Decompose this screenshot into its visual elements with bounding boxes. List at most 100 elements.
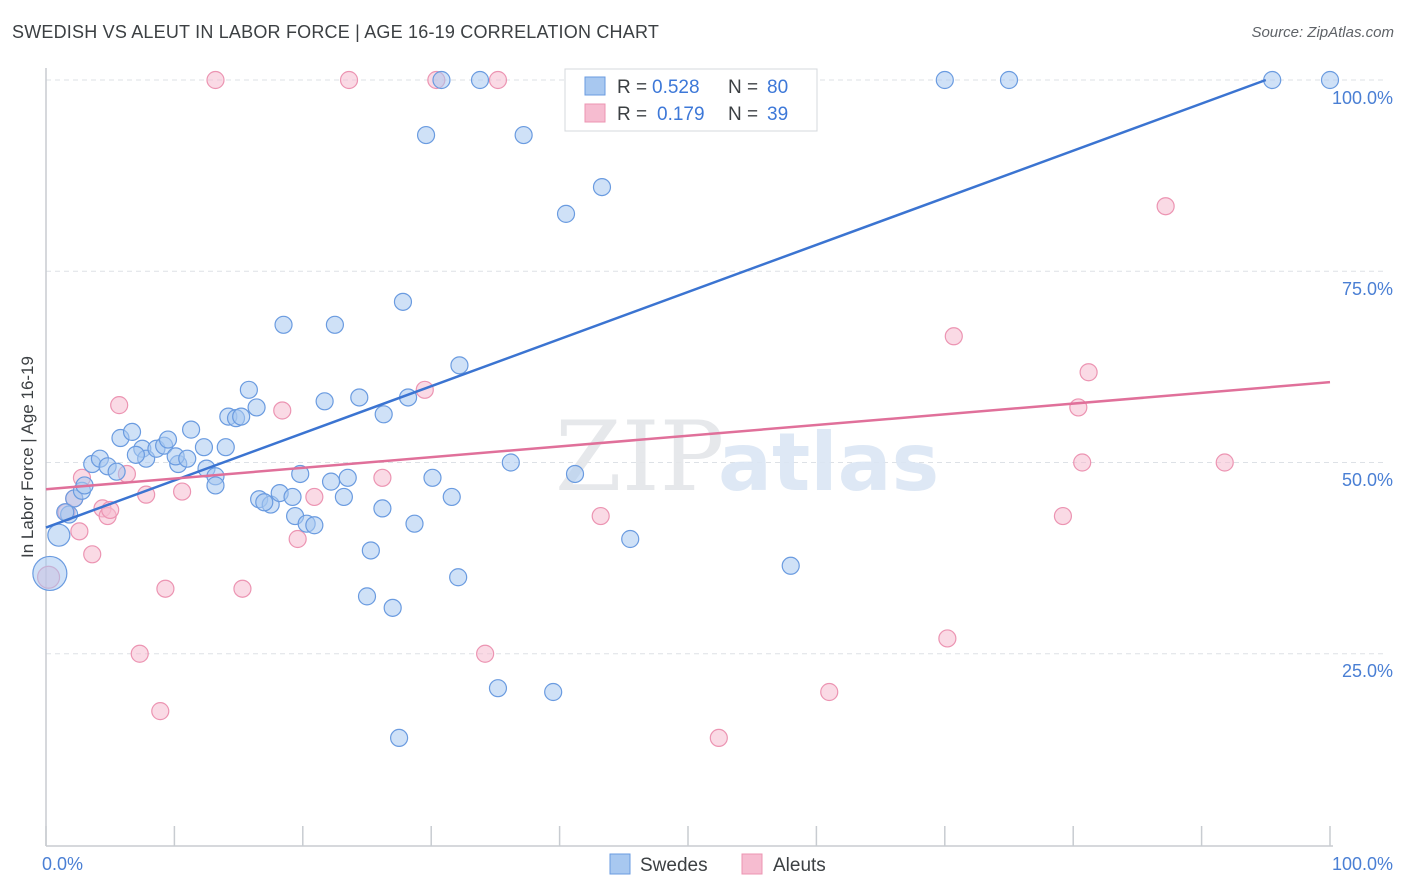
aleuts-point <box>373 468 392 487</box>
aleuts-point <box>156 579 175 598</box>
aleuts-point <box>1073 453 1092 472</box>
swedes-point <box>935 70 954 90</box>
aleuts-point <box>709 728 728 748</box>
swedes-point <box>374 405 393 424</box>
swedes-point <box>361 541 380 560</box>
axes <box>45 68 1333 847</box>
x-axis-tick-labels: 0.0% 100.0% <box>42 854 1393 874</box>
swedes-point <box>178 449 197 468</box>
swedes-point <box>999 70 1019 90</box>
chart-title: SWEDISH VS ALEUT IN LABOR FORCE | AGE 16… <box>12 22 660 42</box>
swedes-point <box>181 420 201 439</box>
aleuts-point <box>83 545 102 564</box>
swedes-point <box>357 587 377 606</box>
aleuts-point <box>591 506 610 526</box>
swedes-point <box>1263 70 1282 90</box>
swedes-point <box>556 204 576 223</box>
swedes-point <box>621 529 640 549</box>
aleuts-point <box>233 579 252 598</box>
aleuts-point <box>1053 506 1073 526</box>
swedes-point <box>126 445 145 464</box>
watermark: ZIP atlas <box>555 401 939 513</box>
swedes-point <box>107 462 126 481</box>
legend-aleuts-r: 0.179 <box>657 104 705 125</box>
swedes-point <box>283 487 302 507</box>
y-axis-label: In Labor Force | Age 16-19 <box>18 356 37 558</box>
swedes-point <box>423 468 442 487</box>
swedes-point <box>239 380 258 399</box>
swedes-point <box>1320 70 1340 90</box>
swedes-trend-line <box>45 78 1267 529</box>
x-tick-label-min: 0.0% <box>42 854 83 874</box>
swedes-point <box>373 499 392 518</box>
x-axis-ticks <box>45 826 1331 846</box>
aleuts-point <box>130 644 149 663</box>
swedes-point <box>565 464 585 484</box>
swedes-point <box>216 438 235 457</box>
legend-n-label: N = <box>728 77 758 98</box>
swedes-point <box>450 356 469 375</box>
swedes-point <box>405 514 424 533</box>
source-label: Source: ZipAtlas.com <box>1251 24 1394 41</box>
aleuts-point <box>173 482 192 501</box>
legend-swatch-aleuts <box>584 103 606 123</box>
swedes-point <box>232 407 251 426</box>
aleuts-point <box>70 522 89 541</box>
aleuts-trend-line <box>45 380 1331 491</box>
aleuts-point <box>110 396 129 415</box>
y-tick-label: 50.0% <box>1342 470 1393 490</box>
swedes-point <box>338 468 357 487</box>
y-tick-label: 100.0% <box>1332 88 1393 108</box>
y-tick-label: 25.0% <box>1342 661 1393 681</box>
legend-r-label: R = <box>617 77 647 98</box>
aleuts-point <box>305 487 324 507</box>
watermark-zip: ZIP <box>555 401 724 513</box>
series-legend: Swedes Aleuts <box>609 853 826 876</box>
aleuts-point <box>944 327 963 346</box>
swedes-point <box>470 70 490 90</box>
bottom-legend-swatch-swedes <box>609 853 631 875</box>
swedes-point <box>247 398 266 417</box>
swedes-point <box>158 430 178 449</box>
aleuts-point <box>1079 363 1098 382</box>
swedes-point <box>432 70 451 90</box>
swedes-point <box>122 422 142 441</box>
aleuts-point <box>1215 453 1234 472</box>
aleuts-point <box>339 70 359 90</box>
swedes-point <box>47 523 71 547</box>
swedes-point <box>274 315 293 334</box>
swedes-point <box>350 388 369 407</box>
swedes-points <box>32 70 1340 748</box>
stats-legend: R = 0.528 N = 80 R = 0.179 N = 39 <box>564 68 818 132</box>
swedes-point <box>514 125 533 145</box>
aleuts-point <box>1156 197 1175 216</box>
swedes-point <box>32 555 68 592</box>
aleuts-point <box>273 401 292 420</box>
swedes-point <box>255 493 274 512</box>
swedes-point <box>416 125 436 145</box>
swedes-point <box>449 568 468 587</box>
grid <box>46 79 1385 655</box>
swedes-point <box>206 476 225 495</box>
x-tick-label-max: 100.0% <box>1332 854 1393 874</box>
swedes-point <box>321 472 341 491</box>
legend-n-label: N = <box>728 104 758 125</box>
swedes-point <box>194 438 214 457</box>
y-axis-tick-labels: 25.0% 50.0% 75.0% 100.0% <box>1332 88 1393 681</box>
aleuts-point <box>488 70 508 90</box>
legend-r-label: R = <box>617 104 647 125</box>
swedes-point <box>781 556 800 575</box>
legend-swedes-n: 80 <box>767 77 788 98</box>
swedes-point <box>315 392 334 411</box>
aleuts-point <box>288 529 307 549</box>
aleuts-point <box>206 70 225 90</box>
aleuts-point <box>820 682 839 702</box>
swedes-point <box>291 464 310 484</box>
legend-swatch-swedes <box>584 76 606 96</box>
swedes-point <box>442 487 461 507</box>
legend-swedes-r: 0.528 <box>652 77 700 98</box>
swedes-point <box>501 453 520 472</box>
aleuts-point <box>151 702 170 721</box>
bottom-legend-aleuts: Aleuts <box>773 855 826 876</box>
